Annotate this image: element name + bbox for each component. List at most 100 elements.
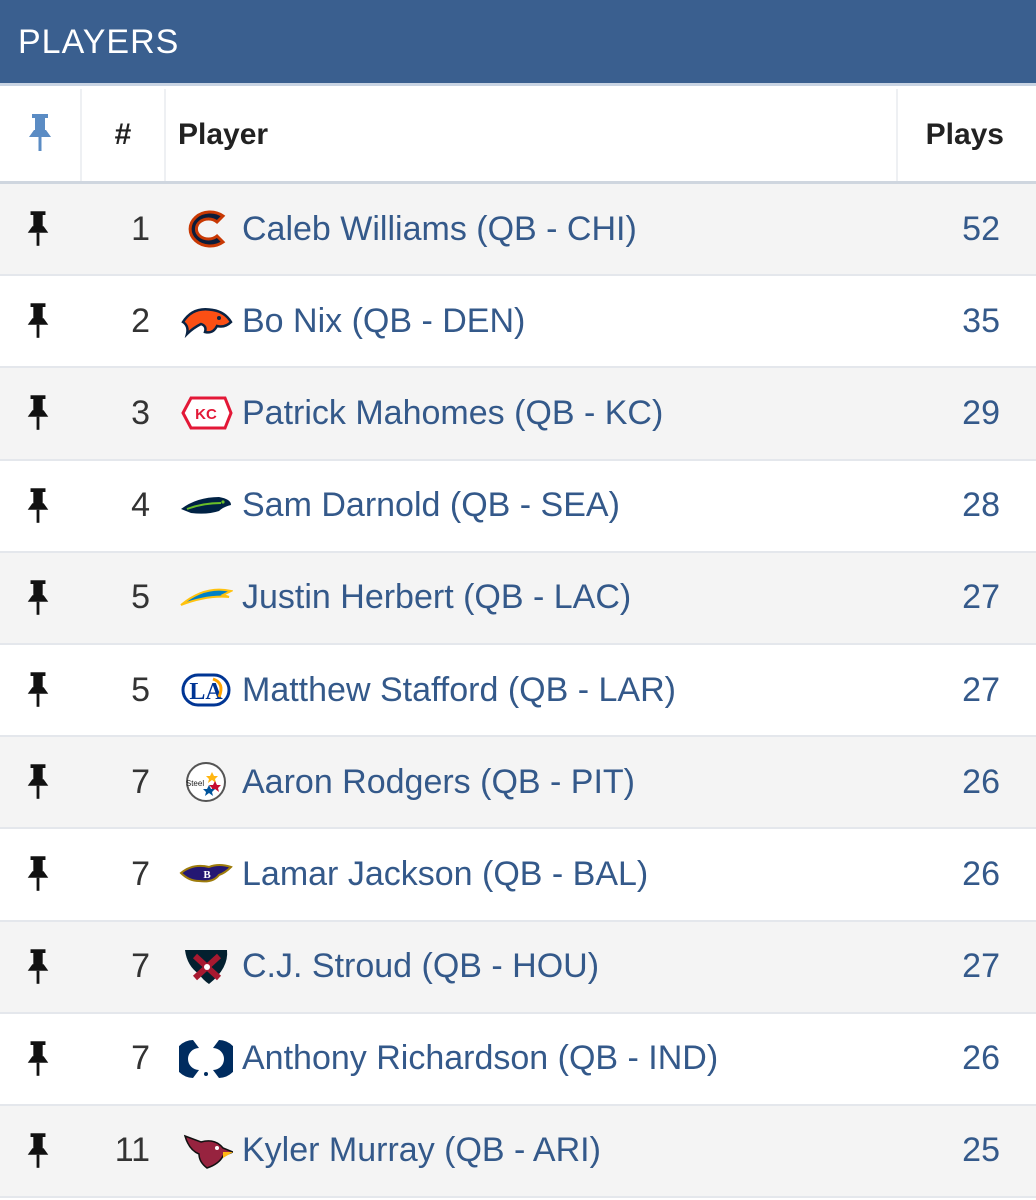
player-name-link[interactable]: Lamar Jackson (QB - BAL) <box>242 854 649 893</box>
pin-icon[interactable] <box>24 671 52 709</box>
player-cell: Caleb Williams (QB - CHI) <box>166 184 896 274</box>
colts-logo-icon <box>178 1037 234 1081</box>
player-cell: Sam Darnold (QB - SEA) <box>166 461 896 551</box>
svg-text:KC: KC <box>195 406 217 423</box>
table-row: 11 Kyler Murray (QB - ARI) 25 <box>0 1105 1036 1199</box>
plays-cell: 52 <box>962 209 1000 248</box>
cardinals-logo-icon <box>178 1129 234 1173</box>
pin-column-header[interactable] <box>0 89 82 181</box>
player-name-link[interactable]: Justin Herbert (QB - LAC) <box>242 578 632 617</box>
plays-cell: 27 <box>962 947 1000 986</box>
pin-icon[interactable] <box>24 579 52 617</box>
plays-cell: 28 <box>962 486 1000 525</box>
panel-title: PLAYERS <box>18 23 180 61</box>
chargers-logo-icon <box>178 576 234 620</box>
rank-cell: 3 <box>131 393 150 432</box>
ravens-logo-icon: B <box>178 852 234 896</box>
player-cell: C.J. Stroud (QB - HOU) <box>166 922 896 1012</box>
rank-cell: 7 <box>131 854 150 893</box>
rank-cell: 7 <box>131 947 150 986</box>
pin-icon <box>25 113 55 158</box>
rank-column-header[interactable]: # <box>82 89 166 181</box>
pin-icon[interactable] <box>24 394 52 432</box>
plays-cell: 26 <box>962 1039 1000 1078</box>
player-cell: Steel Aaron Rodgers (QB - PIT) <box>166 737 896 827</box>
player-column-header[interactable]: Player <box>178 118 269 151</box>
rank-cell: 5 <box>131 670 150 709</box>
players-table: # Player Plays 1 Caleb Williams (QB - CHI… <box>0 89 1036 1199</box>
broncos-logo-icon <box>178 299 234 343</box>
pin-cell <box>0 276 82 366</box>
player-cell: Anthony Richardson (QB - IND) <box>166 1014 896 1104</box>
player-name-link[interactable]: Anthony Richardson (QB - IND) <box>242 1039 719 1078</box>
pin-icon[interactable] <box>24 948 52 986</box>
table-row: 7 B Lamar Jackson (QB - BAL) 26 <box>0 829 1036 922</box>
player-name-link[interactable]: Aaron Rodgers (QB - PIT) <box>242 762 636 801</box>
pin-cell <box>0 645 82 735</box>
plays-cell: 26 <box>962 762 1000 801</box>
pin-icon[interactable] <box>24 1040 52 1078</box>
player-cell: Kyler Murray (QB - ARI) <box>166 1106 896 1196</box>
player-name-link[interactable]: Kyler Murray (QB - ARI) <box>242 1131 601 1170</box>
bears-logo-icon <box>178 207 234 251</box>
pin-icon[interactable] <box>24 302 52 340</box>
svg-text:B: B <box>203 869 211 881</box>
table-row: 4 Sam Darnold (QB - SEA) 28 <box>0 460 1036 553</box>
table-row: 1 Caleb Williams (QB - CHI) 52 <box>0 184 1036 277</box>
player-cell: Justin Herbert (QB - LAC) <box>166 553 896 643</box>
player-cell: B Lamar Jackson (QB - BAL) <box>166 829 896 919</box>
player-name-link[interactable]: Bo Nix (QB - DEN) <box>242 301 526 340</box>
plays-cell: 29 <box>962 393 1000 432</box>
table-row: 7 Steel Aaron Rodgers (QB - PIT) 26 <box>0 737 1036 830</box>
pin-cell <box>0 922 82 1012</box>
pin-cell <box>0 461 82 551</box>
pin-icon[interactable] <box>24 487 52 525</box>
player-cell: Bo Nix (QB - DEN) <box>166 276 896 366</box>
svg-text:Steel: Steel <box>186 779 204 788</box>
rank-cell: 11 <box>114 1131 150 1170</box>
rams-logo-icon: LA <box>178 668 234 712</box>
player-name-link[interactable]: C.J. Stroud (QB - HOU) <box>242 947 600 986</box>
pin-cell <box>0 1014 82 1104</box>
player-name-link[interactable]: Patrick Mahomes (QB - KC) <box>242 393 664 432</box>
table-row: 2 Bo Nix (QB - DEN) 35 <box>0 276 1036 369</box>
table-row: 5 LA Matthew Stafford (QB - LAR) 27 <box>0 644 1036 738</box>
plays-cell: 35 <box>962 301 1000 340</box>
pin-icon[interactable] <box>24 1132 52 1170</box>
rank-cell: 5 <box>131 578 150 617</box>
plays-cell: 27 <box>962 670 1000 709</box>
pin-cell <box>0 1106 82 1196</box>
table-header: # Player Plays <box>0 89 1036 184</box>
pin-icon[interactable] <box>24 855 52 893</box>
player-name-link[interactable]: Matthew Stafford (QB - LAR) <box>242 670 676 709</box>
pin-icon[interactable] <box>24 763 52 801</box>
player-name-link[interactable]: Sam Darnold (QB - SEA) <box>242 486 620 525</box>
plays-cell: 25 <box>962 1131 1000 1170</box>
rank-cell: 2 <box>131 301 150 340</box>
plays-column-header[interactable]: Plays <box>896 89 1036 181</box>
rank-cell: 7 <box>131 762 150 801</box>
pin-cell <box>0 368 82 458</box>
steelers-logo-icon: Steel <box>178 760 234 804</box>
pin-icon[interactable] <box>24 210 52 248</box>
panel-header: PLAYERS <box>0 0 1036 86</box>
seahawks-logo-icon <box>178 484 234 528</box>
pin-cell <box>0 553 82 643</box>
player-name-link[interactable]: Caleb Williams (QB - CHI) <box>242 209 637 248</box>
table-body: 1 Caleb Williams (QB - CHI) 52 2 Bo Nix (QB … <box>0 184 1036 1199</box>
table-row: 7 Anthony Richardson (QB - IND) 26 <box>0 1013 1036 1106</box>
pin-cell <box>0 829 82 919</box>
chiefs-logo-icon: KC <box>178 391 234 435</box>
table-row: 5 Justin Herbert (QB - LAC) 27 <box>0 552 1036 645</box>
rank-cell: 7 <box>131 1039 150 1078</box>
plays-cell: 26 <box>962 854 1000 893</box>
table-row: 7 C.J. Stroud (QB - HOU) 27 <box>0 921 1036 1014</box>
texans-logo-icon <box>178 945 234 989</box>
pin-cell <box>0 737 82 827</box>
plays-cell: 27 <box>962 578 1000 617</box>
player-cell: KC Patrick Mahomes (QB - KC) <box>166 368 896 458</box>
table-row: 3 KC Patrick Mahomes (QB - KC) 29 <box>0 368 1036 461</box>
pin-cell <box>0 184 82 274</box>
rank-cell: 1 <box>131 209 150 248</box>
player-cell: LA Matthew Stafford (QB - LAR) <box>166 645 896 735</box>
